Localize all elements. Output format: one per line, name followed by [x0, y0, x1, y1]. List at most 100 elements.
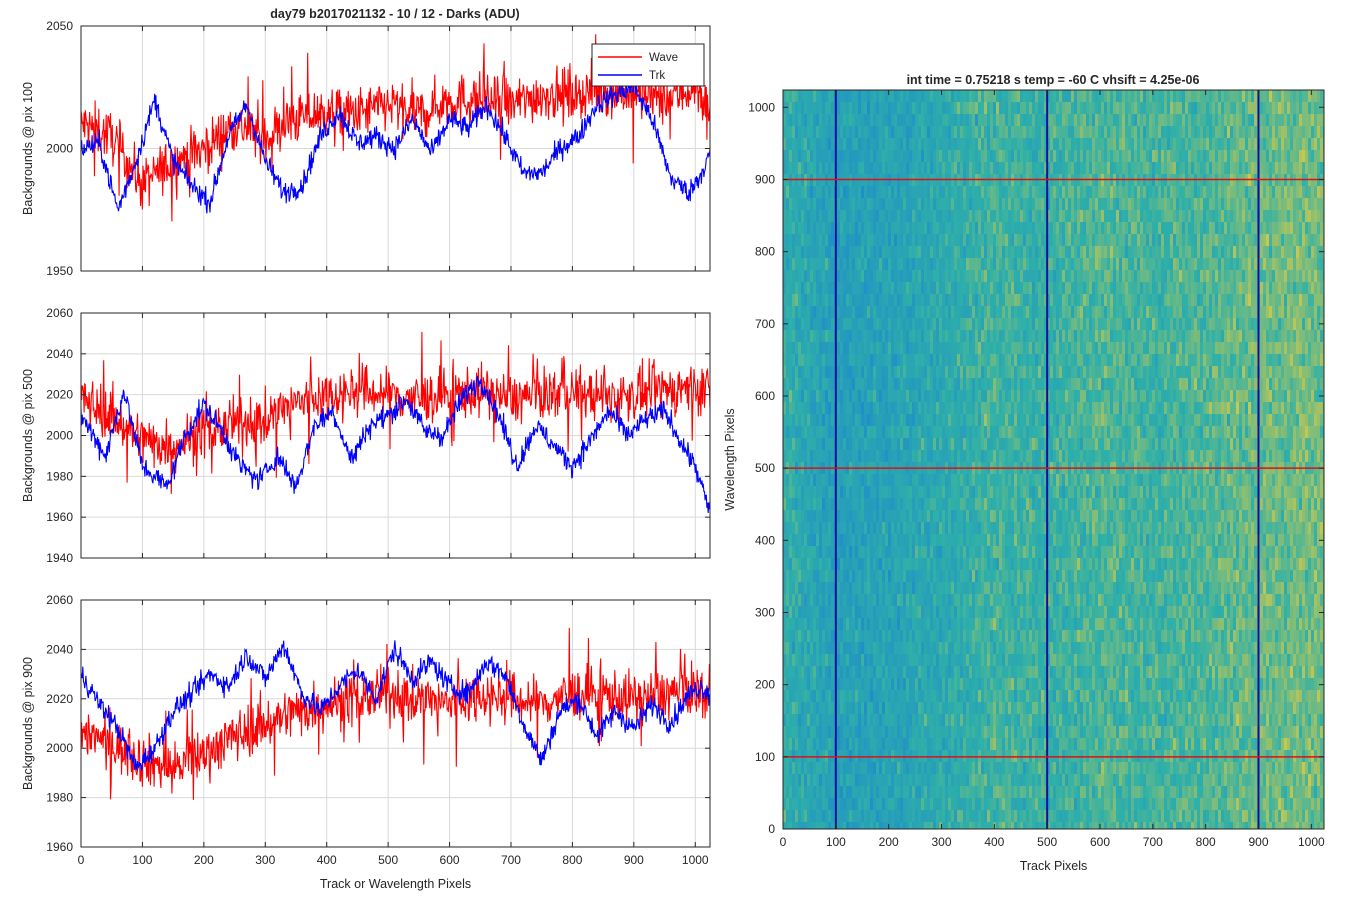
- image-cell: [999, 138, 1003, 151]
- image-cell: [972, 306, 976, 319]
- image-cell: [861, 198, 865, 211]
- image-cell: [783, 822, 787, 829]
- x-tick-label: 600: [440, 853, 460, 867]
- image-cell: [936, 534, 940, 547]
- image-cell: [846, 594, 850, 607]
- image-cell: [882, 282, 886, 295]
- image-cell: [927, 294, 931, 307]
- image-cell: [957, 546, 961, 559]
- image-cell: [813, 390, 817, 403]
- image-cell: [786, 486, 790, 499]
- image-cell: [996, 342, 1000, 355]
- image-cell: [993, 342, 997, 355]
- image-cell: [918, 690, 922, 703]
- image-cell: [918, 630, 922, 643]
- image-cell: [795, 198, 799, 211]
- image-cell: [1005, 558, 1009, 571]
- image-cell: [849, 426, 853, 439]
- image-cell: [969, 354, 973, 367]
- image-cell: [798, 786, 802, 799]
- image-cell: [840, 282, 844, 295]
- image-cell: [972, 594, 976, 607]
- image-cell: [990, 402, 994, 415]
- image-cell: [936, 294, 940, 307]
- image-cell: [870, 366, 874, 379]
- image-cell: [1005, 126, 1009, 139]
- image-cell: [894, 594, 898, 607]
- image-cell: [1008, 534, 1012, 547]
- image-cell: [993, 450, 997, 463]
- image-cell: [915, 354, 919, 367]
- image-cell: [945, 210, 949, 223]
- image-cell: [954, 114, 958, 127]
- image-cell: [996, 690, 1000, 703]
- image-cell: [966, 786, 970, 799]
- image-cell: [918, 450, 922, 463]
- image-cell: [804, 606, 808, 619]
- image-cell: [861, 510, 865, 523]
- image-cell: [864, 414, 868, 427]
- image-cell: [855, 258, 859, 271]
- image-cell: [1008, 738, 1012, 751]
- image-cell: [921, 438, 925, 451]
- image-cell: [972, 210, 976, 223]
- image-cell: [897, 426, 901, 439]
- image-cell: [978, 138, 982, 151]
- image-cell: [849, 534, 853, 547]
- image-cell: [867, 498, 871, 511]
- image-cell: [984, 258, 988, 271]
- image-cell: [837, 414, 841, 427]
- image-cell: [882, 438, 886, 451]
- image-cell: [798, 822, 802, 829]
- image-cell: [783, 426, 787, 439]
- image-cell: [870, 726, 874, 739]
- image-cell: [954, 258, 958, 271]
- image-cell: [792, 378, 796, 391]
- image-cell: [888, 294, 892, 307]
- image-cell: [852, 426, 856, 439]
- image-cell: [891, 330, 895, 343]
- image-cell: [972, 294, 976, 307]
- image-cell: [912, 114, 916, 127]
- image-cell: [864, 114, 868, 127]
- image-cell: [1002, 342, 1006, 355]
- image-cell: [858, 582, 862, 595]
- image-cell: [801, 510, 805, 523]
- image-cell: [978, 678, 982, 691]
- image-cell: [855, 210, 859, 223]
- image-cell: [876, 270, 880, 283]
- image-cell: [972, 486, 976, 499]
- image-cell: [861, 306, 865, 319]
- image-cell: [918, 594, 922, 607]
- image-cell: [840, 450, 844, 463]
- image-cell: [987, 594, 991, 607]
- image-cell: [825, 198, 829, 211]
- image-cell: [897, 282, 901, 295]
- image-cell: [810, 198, 814, 211]
- image-cell: [993, 282, 997, 295]
- image-cell: [855, 486, 859, 499]
- image-cell: [864, 138, 868, 151]
- image-cell: [948, 210, 952, 223]
- image-cell: [891, 402, 895, 415]
- image-cell: [981, 90, 985, 103]
- image-cell: [954, 738, 958, 751]
- image-cell: [921, 102, 925, 115]
- image-cell: [912, 570, 916, 583]
- image-cell: [852, 702, 856, 715]
- image-cell: [819, 222, 823, 235]
- image-cell: [882, 162, 886, 175]
- image-cell: [900, 582, 904, 595]
- image-cell: [918, 570, 922, 583]
- image-cell: [918, 318, 922, 331]
- image-cell: [1002, 126, 1006, 139]
- image-cell: [888, 534, 892, 547]
- image-cell: [972, 510, 976, 523]
- image-cell: [876, 726, 880, 739]
- image-cell: [957, 810, 961, 823]
- image-cell: [852, 114, 856, 127]
- image-cell: [816, 186, 820, 199]
- image-cell: [873, 570, 877, 583]
- image-cell: [984, 546, 988, 559]
- image-cell: [813, 762, 817, 775]
